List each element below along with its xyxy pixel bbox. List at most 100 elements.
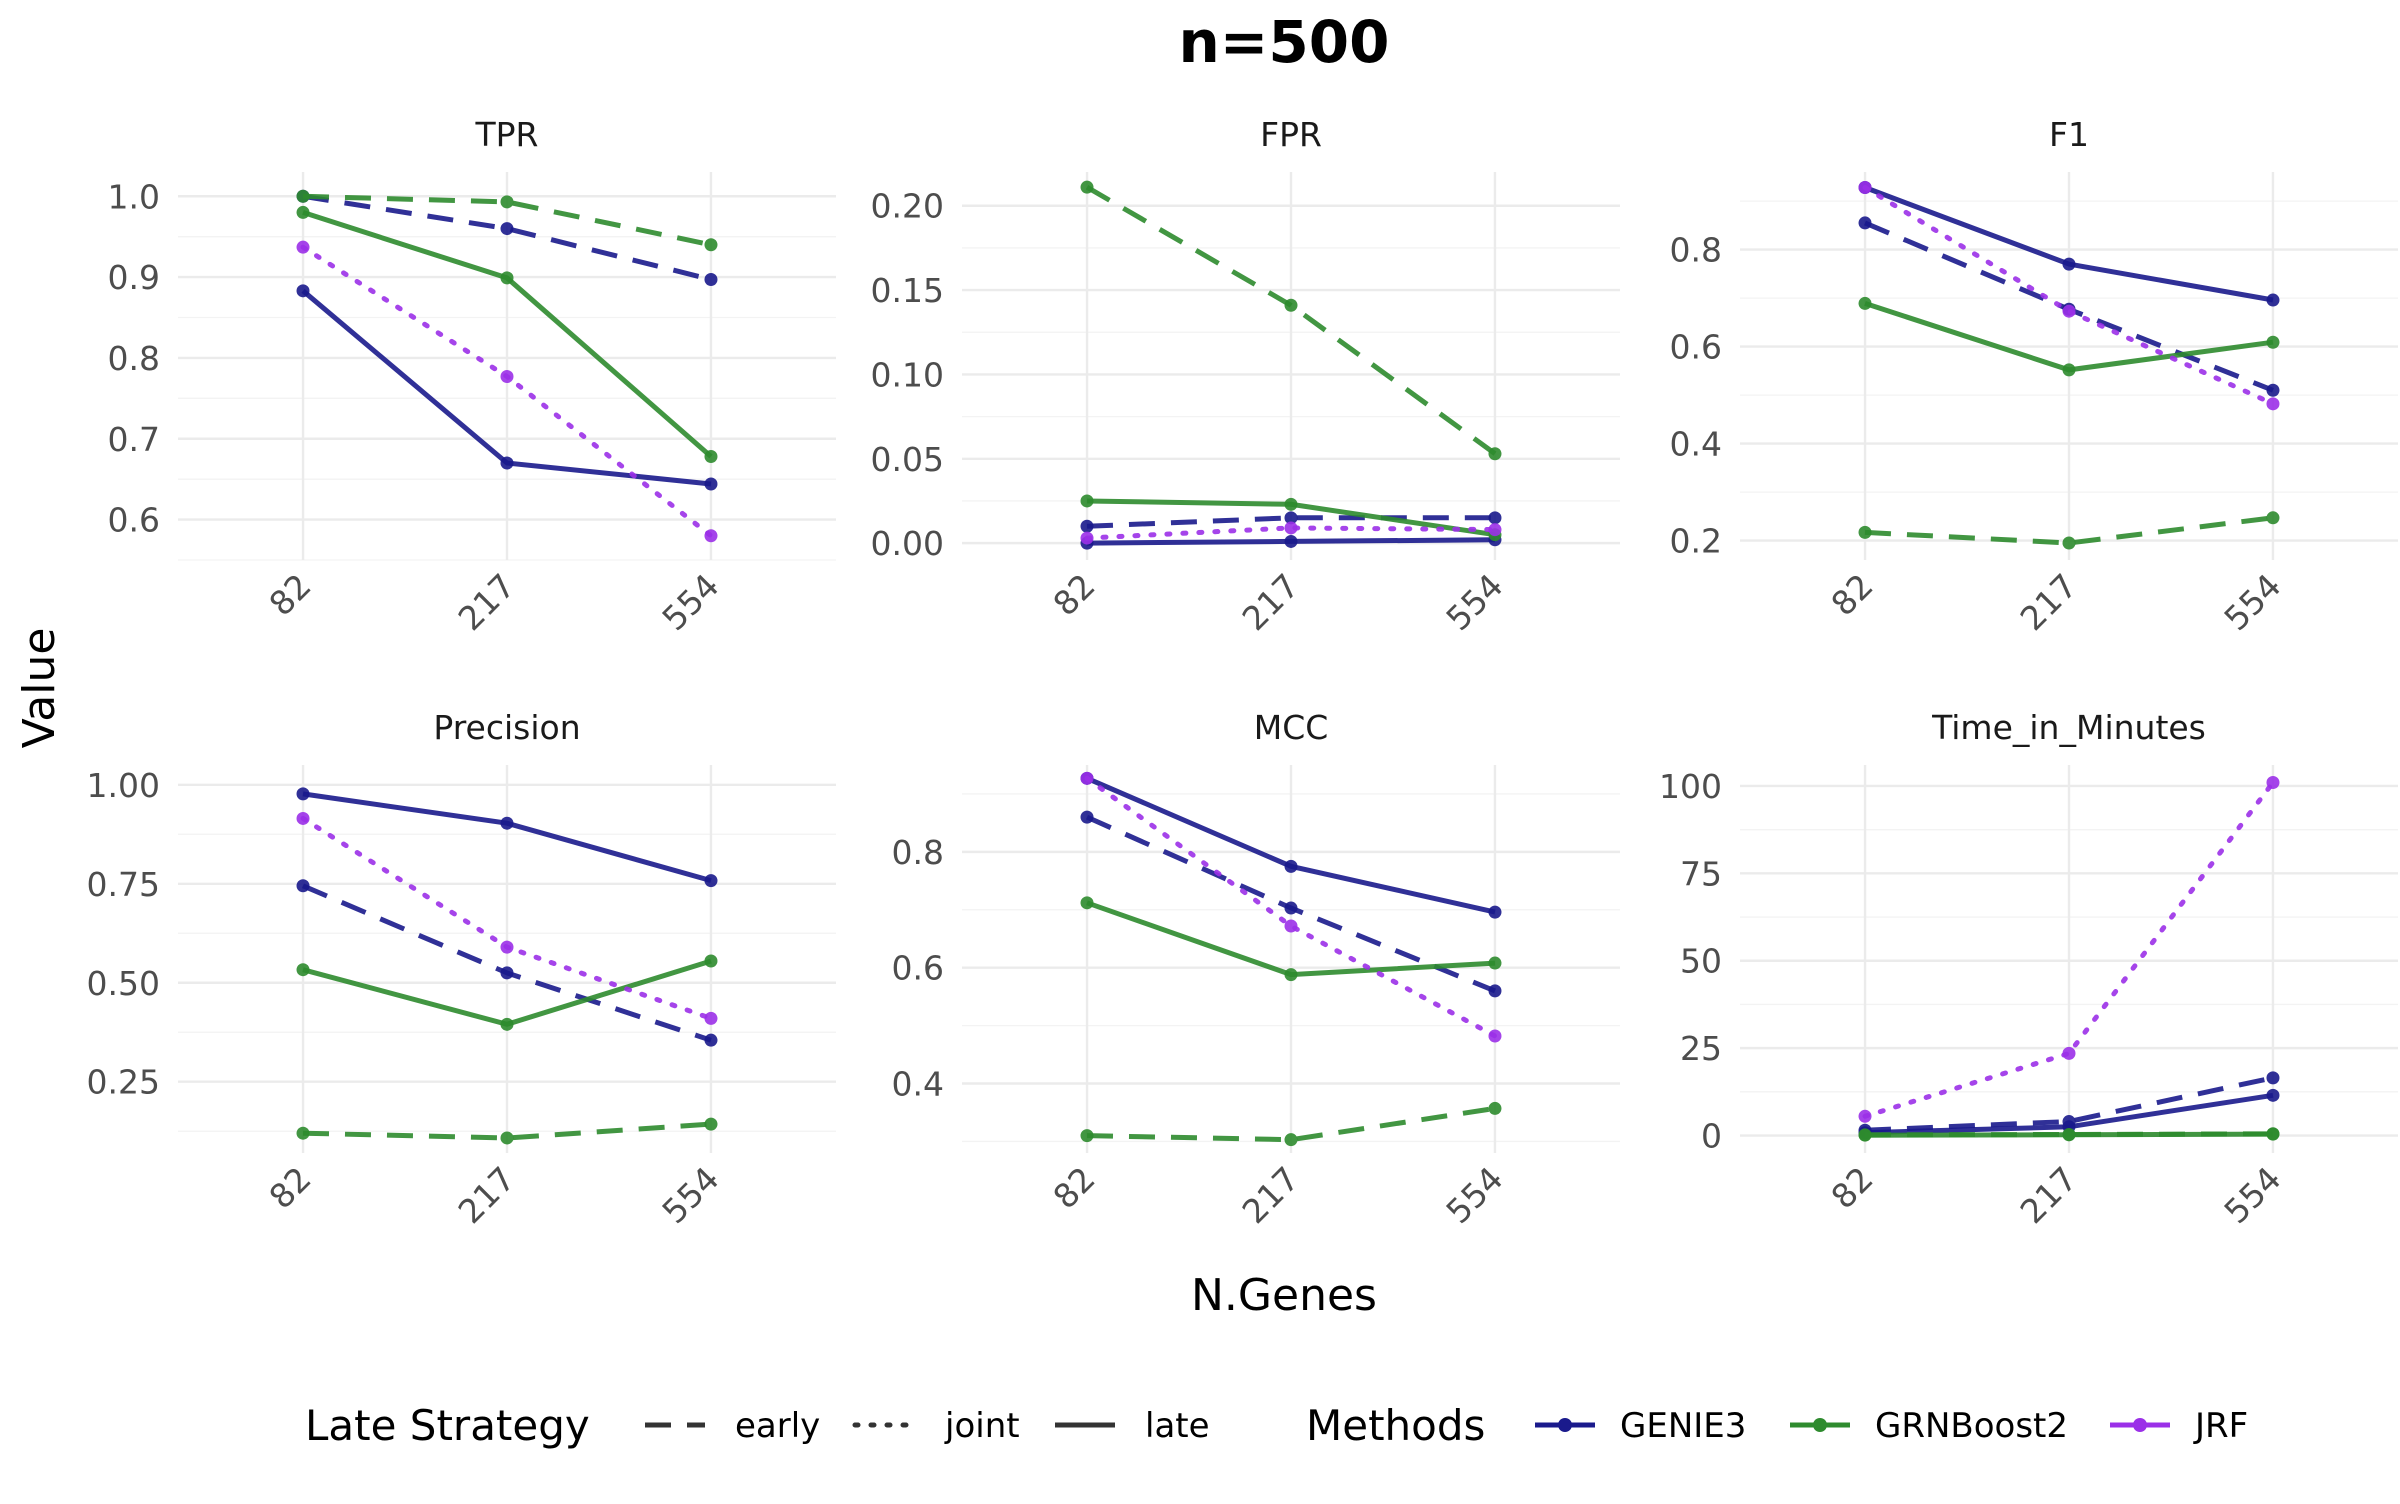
y-tick-label: 25 <box>1680 1029 1722 1068</box>
series-grnboost2-late <box>1080 896 1502 982</box>
x-tick-label: 554 <box>1439 566 1511 638</box>
data-point <box>500 370 514 384</box>
x-tick-label: 554 <box>655 566 727 638</box>
y-tick-label: 0 <box>1701 1117 1722 1156</box>
data-point <box>2266 1071 2280 1085</box>
x-tick-label: 554 <box>2217 566 2289 638</box>
x-axis-title: N.Genes <box>1191 1270 1377 1321</box>
data-point <box>296 963 310 977</box>
facet-panel-f1: 0.2 0.4 0.6 0.8 82 217 554 F1 <box>1670 115 2398 638</box>
legend: Late Strategy early joint late Methods GENIE3… <box>305 1401 2248 1450</box>
data-point <box>704 954 718 968</box>
facet-title: FPR <box>1260 115 1322 154</box>
x-tick-label: 554 <box>655 1159 727 1231</box>
series-line <box>1084 775 1498 1039</box>
legend-label-late: late <box>1145 1406 1210 1446</box>
series-line <box>1086 515 1495 529</box>
series-line <box>302 1121 712 1141</box>
x-tick-label: 82 <box>1823 1159 1880 1216</box>
facet-panel-precision: 0.25 0.50 0.75 1.00 82 217 554 Precision <box>87 708 836 1231</box>
series-line <box>302 193 712 248</box>
data-point <box>704 1117 718 1131</box>
data-point <box>1488 984 1502 998</box>
data-point <box>1488 905 1502 919</box>
data-point <box>500 456 514 470</box>
data-point <box>2266 511 2280 525</box>
data-point <box>1488 511 1502 525</box>
facet-title: Precision <box>433 708 580 747</box>
facet-panels: 0.60.70.80.91.082 217 554TPR0.000.050.100.… <box>87 115 2398 1231</box>
series-genie3-late <box>296 284 718 491</box>
y-tick-label: 0.4 <box>1670 425 1722 464</box>
x-tick-label: 82 <box>261 566 318 623</box>
data-point <box>1284 859 1298 873</box>
data-point <box>2062 257 2076 271</box>
data-point <box>1858 1128 1872 1142</box>
data-point <box>1284 1133 1298 1147</box>
y-tick-label: 0.6 <box>892 949 944 988</box>
series-line <box>1086 1105 1496 1143</box>
data-point <box>1858 216 1872 230</box>
series-grnboost2-early <box>296 1117 718 1145</box>
data-point <box>2062 1128 2076 1142</box>
x-tick-label: 217 <box>451 1159 523 1231</box>
data-point <box>1080 519 1094 533</box>
y-tick-label: 1.0 <box>108 177 160 216</box>
data-point <box>1858 1109 1872 1123</box>
series-grnboost2-late <box>296 205 718 464</box>
legend-label-grnboost2: GRNBoost2 <box>1875 1406 2068 1446</box>
data-point <box>500 1131 514 1145</box>
data-point <box>1080 531 1094 545</box>
x-tick-label: 82 <box>1045 1159 1102 1216</box>
y-tick-label: 0.05 <box>871 440 944 479</box>
data-point <box>1284 521 1298 535</box>
y-tick-label: 1.00 <box>87 766 160 805</box>
y-tick-label: 100 <box>1659 767 1722 806</box>
series-jrf-joint <box>1080 771 1502 1043</box>
y-tick-label: 0.6 <box>108 501 160 540</box>
x-tick-label: 217 <box>1235 1159 1307 1231</box>
data-point <box>296 1126 310 1140</box>
data-point <box>2266 397 2280 411</box>
y-tick-label: 0.8 <box>892 833 944 872</box>
data-point <box>1080 494 1094 508</box>
series-genie3-late <box>296 787 718 888</box>
facet-panel-tpr: 0.6 0.7 0.8 0.9 1.0 82 217 554 TPR <box>108 115 836 638</box>
series-grnboost2-early <box>1080 1101 1502 1147</box>
data-point <box>704 529 718 543</box>
data-point <box>296 284 310 298</box>
data-point <box>1080 771 1094 785</box>
y-tick-label: 0.7 <box>108 420 160 459</box>
data-point <box>500 966 514 980</box>
data-point <box>2266 1088 2280 1102</box>
data-point <box>296 787 310 801</box>
data-point <box>1284 298 1298 312</box>
y-tick-label: 0.4 <box>892 1065 944 1104</box>
data-point <box>1858 296 1872 310</box>
series-jrf-joint <box>1858 775 2280 1123</box>
y-tick-label: 0.9 <box>108 258 160 297</box>
data-point <box>704 273 718 287</box>
series-genie3-early <box>296 879 718 1047</box>
data-point <box>704 238 718 252</box>
x-tick-label: 82 <box>1045 566 1102 623</box>
series-grnboost2-late <box>1858 1127 2280 1142</box>
facet-panel-time-in-minutes: 0 25 50 75 100 82 217 554 Time_in_Minutes <box>1659 708 2398 1231</box>
series-genie3-early <box>1080 511 1502 533</box>
data-point <box>500 271 514 285</box>
facet-panel-fpr: 0.00 0.05 0.10 0.15 0.20 82 217 554 FPR <box>871 115 1620 638</box>
y-tick-label: 0.15 <box>871 271 944 310</box>
data-point <box>1488 1029 1502 1043</box>
x-tick-label: 82 <box>1823 566 1880 623</box>
data-point <box>2062 363 2076 377</box>
data-point <box>704 1033 718 1047</box>
data-point <box>296 205 310 219</box>
series-jrf-joint <box>296 240 718 543</box>
data-point <box>500 940 514 954</box>
series-line <box>302 193 712 282</box>
data-point <box>1488 447 1502 461</box>
y-tick-label: 0.20 <box>871 187 944 226</box>
data-point <box>1284 919 1298 933</box>
data-point <box>1284 497 1298 511</box>
